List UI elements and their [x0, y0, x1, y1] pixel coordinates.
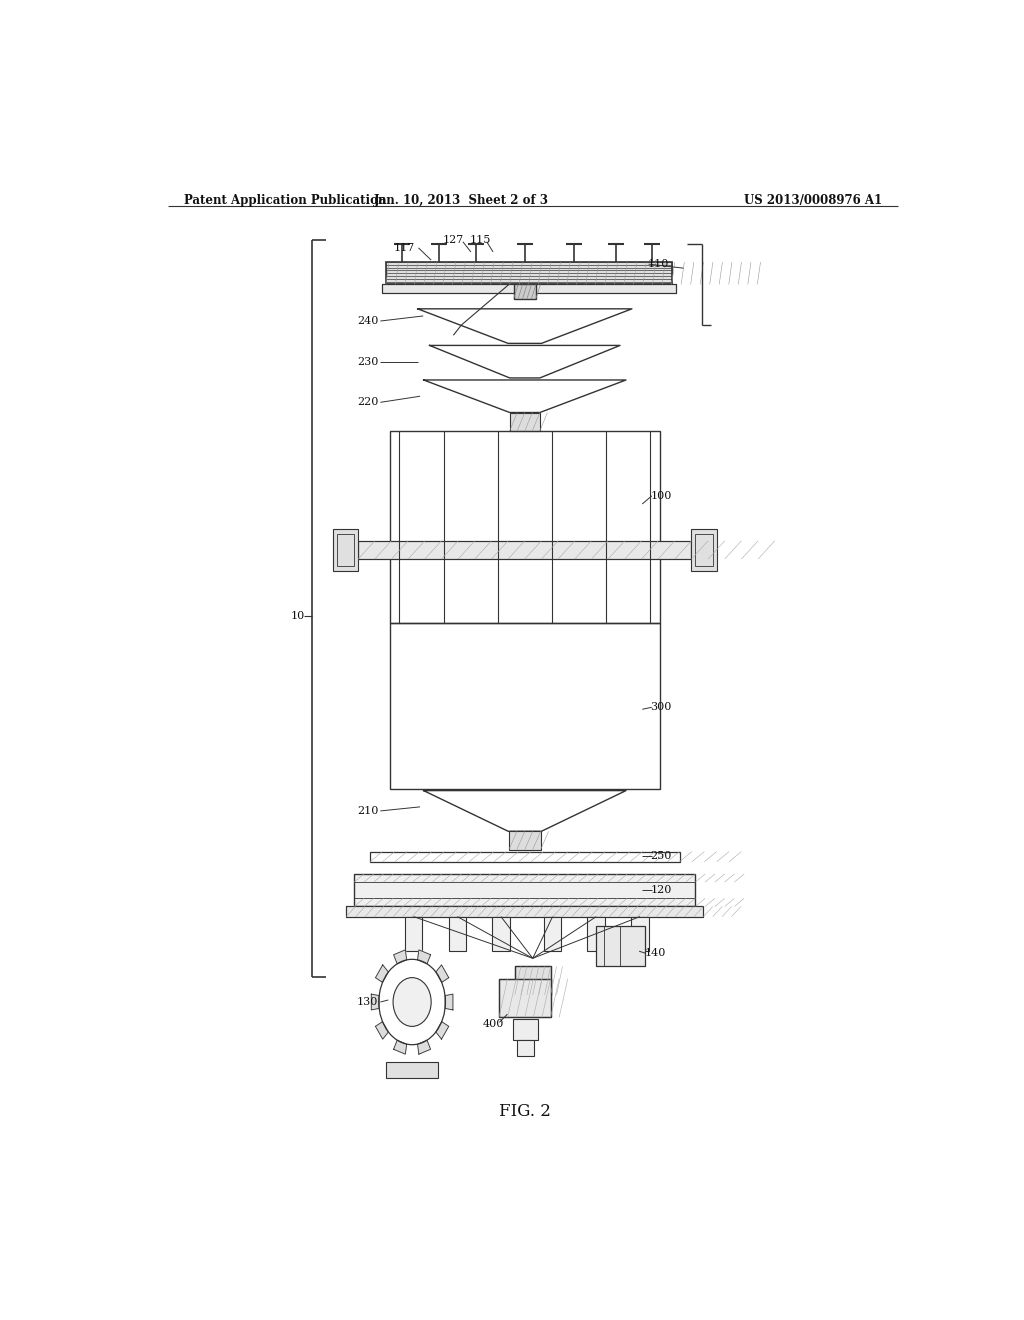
Text: 300: 300 [650, 702, 672, 713]
Bar [386, 263, 672, 265]
Bar [354, 874, 695, 907]
Text: 130: 130 [357, 997, 378, 1007]
Text: 250: 250 [650, 850, 672, 861]
Bar [354, 899, 695, 907]
Bar [382, 284, 676, 293]
Bar [382, 284, 676, 293]
Bar [358, 541, 691, 560]
Bar [404, 916, 423, 952]
Bar [386, 276, 672, 279]
Bar [510, 412, 540, 430]
Bar [370, 851, 680, 862]
Bar [386, 265, 672, 268]
Bar [346, 907, 703, 916]
Bar [513, 1019, 539, 1040]
Bar [509, 832, 541, 850]
Text: 400: 400 [482, 1019, 504, 1030]
Bar [354, 874, 695, 882]
Bar [588, 916, 605, 952]
Text: FIG. 2: FIG. 2 [499, 1104, 551, 1121]
Bar [386, 279, 672, 281]
Text: US 2013/0008976 A1: US 2013/0008976 A1 [743, 194, 882, 207]
Polygon shape [418, 950, 430, 964]
Text: 127: 127 [442, 235, 464, 244]
Text: 115: 115 [470, 235, 492, 244]
Bar [333, 528, 358, 572]
Bar [386, 271, 672, 273]
Circle shape [393, 978, 431, 1027]
Text: 117: 117 [393, 243, 415, 253]
Bar [517, 1040, 535, 1056]
Bar [691, 528, 717, 572]
Polygon shape [393, 950, 407, 964]
Text: 100: 100 [650, 491, 672, 500]
Bar [386, 263, 672, 284]
Bar [449, 916, 466, 952]
Bar [544, 916, 561, 952]
Text: 230: 230 [357, 356, 378, 367]
Polygon shape [436, 965, 449, 982]
Bar [358, 541, 691, 560]
Bar [386, 273, 672, 276]
Bar [499, 978, 551, 1018]
Polygon shape [445, 994, 453, 1010]
Bar [337, 533, 354, 566]
Bar [390, 623, 659, 788]
Bar [499, 978, 551, 1018]
Text: Jan. 10, 2013  Sheet 2 of 3: Jan. 10, 2013 Sheet 2 of 3 [374, 194, 549, 207]
Bar [695, 533, 713, 566]
Text: 10: 10 [291, 611, 305, 620]
Polygon shape [393, 1040, 407, 1055]
Polygon shape [372, 994, 379, 1010]
Bar [514, 284, 536, 298]
Bar [386, 1061, 438, 1078]
Bar [631, 916, 648, 952]
Text: 220: 220 [357, 397, 378, 408]
Text: 120: 120 [650, 886, 672, 895]
Bar [346, 907, 703, 916]
Polygon shape [376, 965, 388, 982]
Text: 140: 140 [645, 948, 667, 958]
Text: 210: 210 [357, 807, 378, 816]
Bar [493, 916, 510, 952]
Bar [596, 925, 645, 966]
Bar [515, 966, 551, 995]
Text: 240: 240 [357, 315, 378, 326]
Bar [386, 281, 672, 284]
Polygon shape [418, 1040, 430, 1055]
Bar [515, 966, 551, 995]
Bar [386, 268, 672, 271]
Polygon shape [376, 1022, 388, 1039]
Text: 110: 110 [647, 259, 669, 269]
Text: Patent Application Publication: Patent Application Publication [183, 194, 386, 207]
Polygon shape [436, 1022, 449, 1039]
Bar [390, 430, 659, 623]
